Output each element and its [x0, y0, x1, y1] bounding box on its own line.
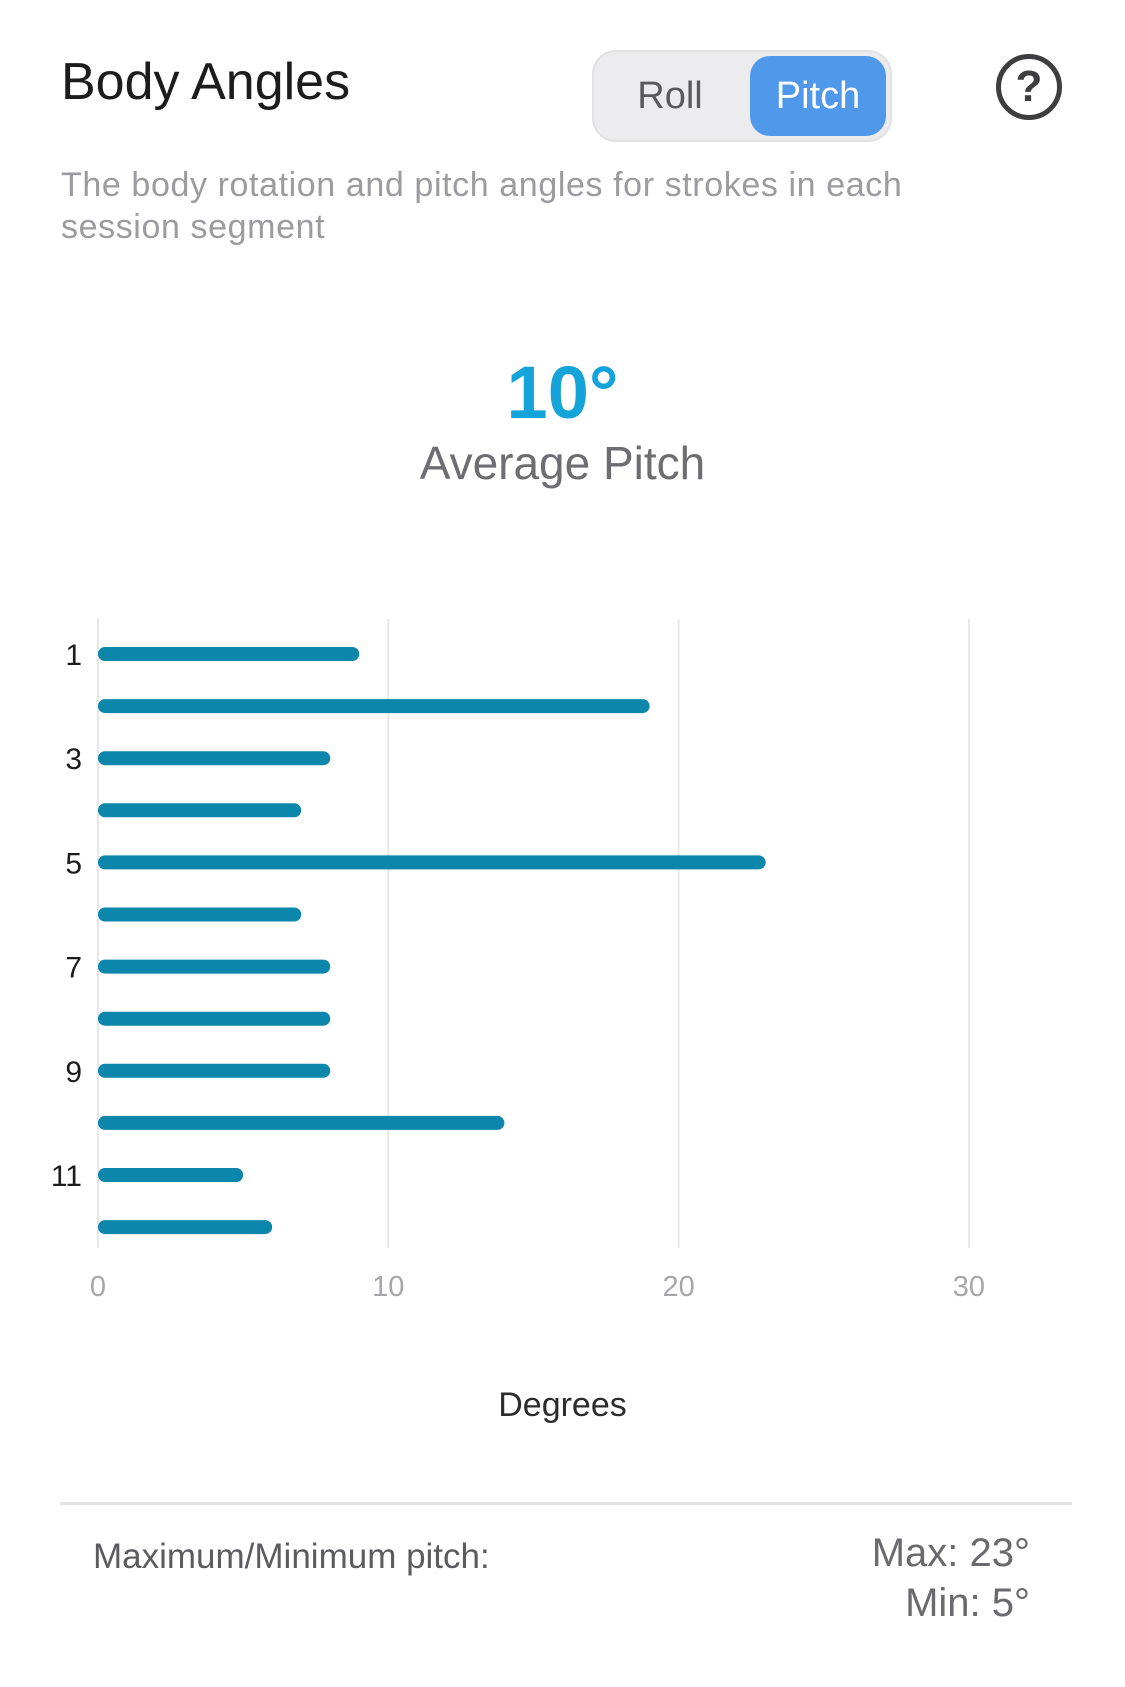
help-glyph: ? [1015, 62, 1043, 111]
x-tick-label: 10 [372, 1271, 404, 1303]
roll-pitch-toggle[interactable]: Roll Pitch [592, 50, 892, 142]
page-title: Body Angles [61, 53, 351, 111]
y-tick-label: 1 [65, 639, 82, 672]
max-value: Max: 23° [871, 1531, 1030, 1575]
average-pitch-label: Average Pitch [419, 437, 706, 489]
page-subtitle: The body rotation and pitch angles for s… [61, 166, 903, 246]
pitch-bar [98, 1168, 244, 1182]
pitch-bar [98, 907, 302, 922]
pitch-bar [98, 959, 331, 974]
help-icon[interactable]: ? [996, 54, 1062, 120]
roll-segment-button[interactable]: Roll [637, 74, 703, 117]
x-tick-label: 20 [662, 1271, 694, 1303]
max-min-values: Max: 23° Min: 5° [872, 1528, 1030, 1628]
y-tick-label: 3 [65, 743, 82, 776]
pitch-bar [98, 1220, 273, 1235]
pitch-bar [98, 699, 650, 714]
y-tick-label: 5 [65, 847, 82, 880]
pitch-bar [98, 1011, 331, 1026]
pitch-bar [98, 1115, 505, 1130]
pitch-bar-chart: 0 10 20 30 1 3 5 7 9 11 [51, 619, 985, 1303]
divider [60, 1502, 1072, 1505]
min-value: Min: 5° [905, 1581, 1030, 1625]
pitch-bar [98, 803, 302, 818]
average-pitch-value: 10° [506, 351, 619, 434]
y-tick-label: 11 [51, 1160, 82, 1193]
pitch-segment-button[interactable]: Pitch [750, 56, 886, 136]
x-tick-label: 0 [90, 1271, 106, 1303]
y-tick-label: 7 [65, 952, 82, 985]
max-min-label: Maximum/Minimum pitch: [93, 1537, 490, 1576]
x-axis-label: Degrees [498, 1386, 627, 1424]
pitch-bar [98, 647, 360, 661]
pitch-bar [98, 751, 331, 766]
pitch-bar [98, 855, 766, 870]
x-tick-label: 30 [953, 1271, 985, 1303]
y-tick-label: 9 [65, 1056, 82, 1089]
pitch-bar [98, 1063, 331, 1078]
